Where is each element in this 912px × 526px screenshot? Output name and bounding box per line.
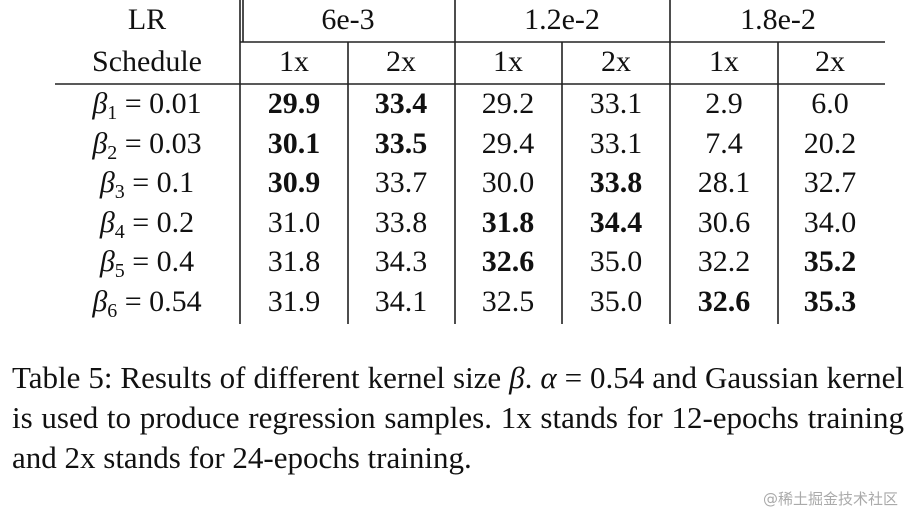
row-label: β3 = 0.1 <box>43 163 251 212</box>
watermark: @稀土掘金技术社区 <box>762 490 898 508</box>
subscript: 2 <box>107 141 118 164</box>
symbol: β <box>92 284 108 318</box>
cell: 31.8 <box>267 245 321 278</box>
header-cell: 6e-3 <box>321 3 375 36</box>
caption-text: β <box>509 360 525 395</box>
label-value: = 0.4 <box>132 245 195 278</box>
header-cell: 1x <box>709 45 739 78</box>
cell: 32.6 <box>697 284 751 318</box>
cell: 34.1 <box>374 284 428 318</box>
header-cell: LR <box>127 3 167 36</box>
cell: 33.5 <box>374 126 428 160</box>
symbol: β <box>99 166 115 199</box>
subscript: 5 <box>114 260 125 282</box>
subscript: 3 <box>114 181 125 203</box>
cell: 32.5 <box>481 284 535 318</box>
caption-text: Table 5: Results of different kernel siz… <box>12 360 510 395</box>
label-value: = 0.54 <box>124 284 202 318</box>
cell: 33.4 <box>374 87 428 120</box>
header-cell: 1x <box>493 45 523 78</box>
cell: 35.3 <box>803 284 857 318</box>
header-cell: Schedule <box>92 45 202 78</box>
row-label: β5 = 0.4 <box>43 242 251 291</box>
cell: 28.1 <box>697 166 751 199</box>
cell: 32.7 <box>803 166 857 199</box>
header-cell: 2x <box>815 45 845 78</box>
label-value: = 0.03 <box>124 126 202 160</box>
cell: 30.9 <box>267 166 321 199</box>
cell: 30.0 <box>481 166 535 199</box>
cell: 34.0 <box>803 205 857 239</box>
cell: 35.0 <box>589 284 643 318</box>
cell: 31.9 <box>267 284 321 318</box>
row-label: β4 = 0.2 <box>43 203 251 252</box>
cell: 7.4 <box>705 126 743 160</box>
cell: 31.0 <box>267 205 321 239</box>
cell: 33.1 <box>589 87 643 120</box>
label-value: = 0.1 <box>132 166 195 199</box>
symbol: β <box>92 87 108 120</box>
row-label: β1 = 0.01 <box>43 84 251 133</box>
cell: 29.4 <box>481 126 535 160</box>
caption-text: α <box>540 360 557 395</box>
cell: 31.8 <box>481 205 535 239</box>
symbol: β <box>92 126 108 160</box>
row-label: β2 = 0.03 <box>43 124 251 173</box>
cell: 20.2 <box>803 126 857 160</box>
table-lines <box>55 0 885 324</box>
subscript: 6 <box>107 299 118 322</box>
cell: 30.1 <box>267 126 321 160</box>
cell: 30.6 <box>697 205 751 239</box>
header-cell: 1x <box>279 45 309 78</box>
header-cell: 2x <box>386 45 416 78</box>
cell: 6.0 <box>811 87 849 120</box>
caption-text: . <box>524 360 541 395</box>
subscript: 4 <box>114 220 125 243</box>
cell: 33.7 <box>374 166 428 199</box>
subscript: 1 <box>107 102 118 124</box>
cell: 29.9 <box>267 87 321 120</box>
cell: 2.9 <box>705 87 743 120</box>
cell: 32.2 <box>697 245 751 278</box>
label-value: = 0.2 <box>132 205 195 239</box>
cell: 35.2 <box>803 245 857 278</box>
cell: 29.2 <box>481 87 535 120</box>
symbol: β <box>99 205 115 239</box>
header-cell: 2x <box>601 45 631 78</box>
caption-text: = 0.54 and Gaussian kernel is used to pr… <box>12 360 905 475</box>
cell: 33.1 <box>589 126 643 160</box>
cell: 33.8 <box>374 205 428 239</box>
symbol: β <box>99 245 115 278</box>
cell: 33.8 <box>589 166 643 199</box>
cell: 35.0 <box>589 245 643 278</box>
label-value: = 0.01 <box>124 87 202 120</box>
header-cell: 1.8e-2 <box>740 3 816 36</box>
cell: 34.4 <box>589 205 643 239</box>
cell: 32.6 <box>481 245 535 278</box>
header-cell: 1.2e-2 <box>524 3 600 36</box>
cell: 34.3 <box>374 245 428 278</box>
caption: Table 5: Results of different kernel siz… <box>12 358 904 478</box>
row-label: β6 = 0.54 <box>43 282 251 331</box>
